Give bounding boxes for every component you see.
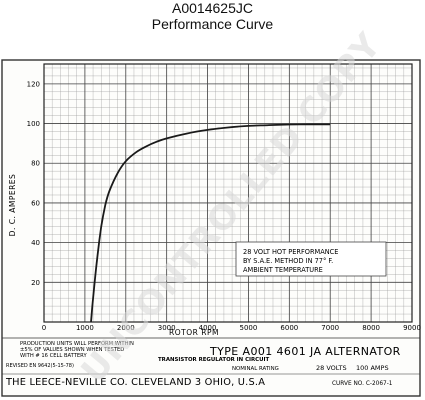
x-tick-label: 4000 [199, 324, 217, 332]
x-tick-label: 2000 [117, 324, 135, 332]
page-subtitle: Performance Curve [151, 16, 274, 32]
y-tick-label: 120 [27, 80, 40, 88]
type-label: TYPE A001 4601 JA ALTERNATOR [209, 345, 401, 358]
regulator-note: TRANSISTOR REGULATOR IN CIRCUIT [158, 357, 270, 363]
x-tick-label: 3000 [158, 324, 176, 332]
y-tick-label: 100 [27, 120, 40, 128]
x-axis-label: ROTOR RPM [169, 328, 219, 337]
annotation-line-1: 28 VOLT HOT PERFORMANCE [243, 248, 338, 256]
x-tick-label: 9000 [403, 324, 421, 332]
performance-curve-line [90, 123, 331, 323]
page-title: A0014625JC [172, 0, 253, 16]
annotation-line-2: BY S.A.E. METHOD IN 77° F. [243, 257, 333, 265]
y-axis-label: D. C. AMPERES [8, 174, 17, 237]
series-layer [90, 123, 331, 323]
note-line-3: WITH # 16 CELL BATTERY [20, 353, 87, 359]
note-line-2: ±5% OF VALUES SHOWN WHEN TESTED [20, 347, 124, 353]
y-tick-label: 40 [31, 239, 40, 247]
annotation-line-3: AMBIENT TEMPERATURE [243, 266, 323, 274]
y-tick-label: 20 [31, 279, 40, 287]
x-tick-label: 8000 [362, 324, 380, 332]
note-line-1: PRODUCTION UNITS WILL PERFORM WITHIN [20, 341, 134, 347]
y-axis-ticks: 20 40 60 80 100 120 [27, 80, 40, 286]
x-tick-label: 5000 [240, 324, 258, 332]
nominal-rating-label: NOMINAL RATING [232, 366, 279, 372]
curve-number: CURVE NO. C-2067-1 [332, 381, 393, 387]
x-tick-label: 0 [42, 324, 46, 332]
rating-volts: 28 VOLTS [316, 364, 347, 372]
rating-amps: 100 AMPS [356, 364, 389, 372]
x-axis-ticks: 0 1000 2000 3000 4000 5000 6000 7000 8000 9000 [42, 324, 421, 332]
revision-note: REVISED EN 9642(5-15-78) [6, 363, 74, 369]
y-tick-label: 60 [31, 199, 40, 207]
x-tick-label: 7000 [321, 324, 339, 332]
x-tick-label: 6000 [280, 324, 298, 332]
plot-frame [43, 63, 413, 323]
annotation-box [235, 241, 387, 277]
x-tick-label: 1000 [76, 324, 94, 332]
company-name: THE LEECE-NEVILLE CO. CLEVELAND 3 OHIO, … [5, 377, 265, 388]
y-tick-label: 80 [31, 160, 40, 168]
sheet-frame [1, 59, 421, 397]
